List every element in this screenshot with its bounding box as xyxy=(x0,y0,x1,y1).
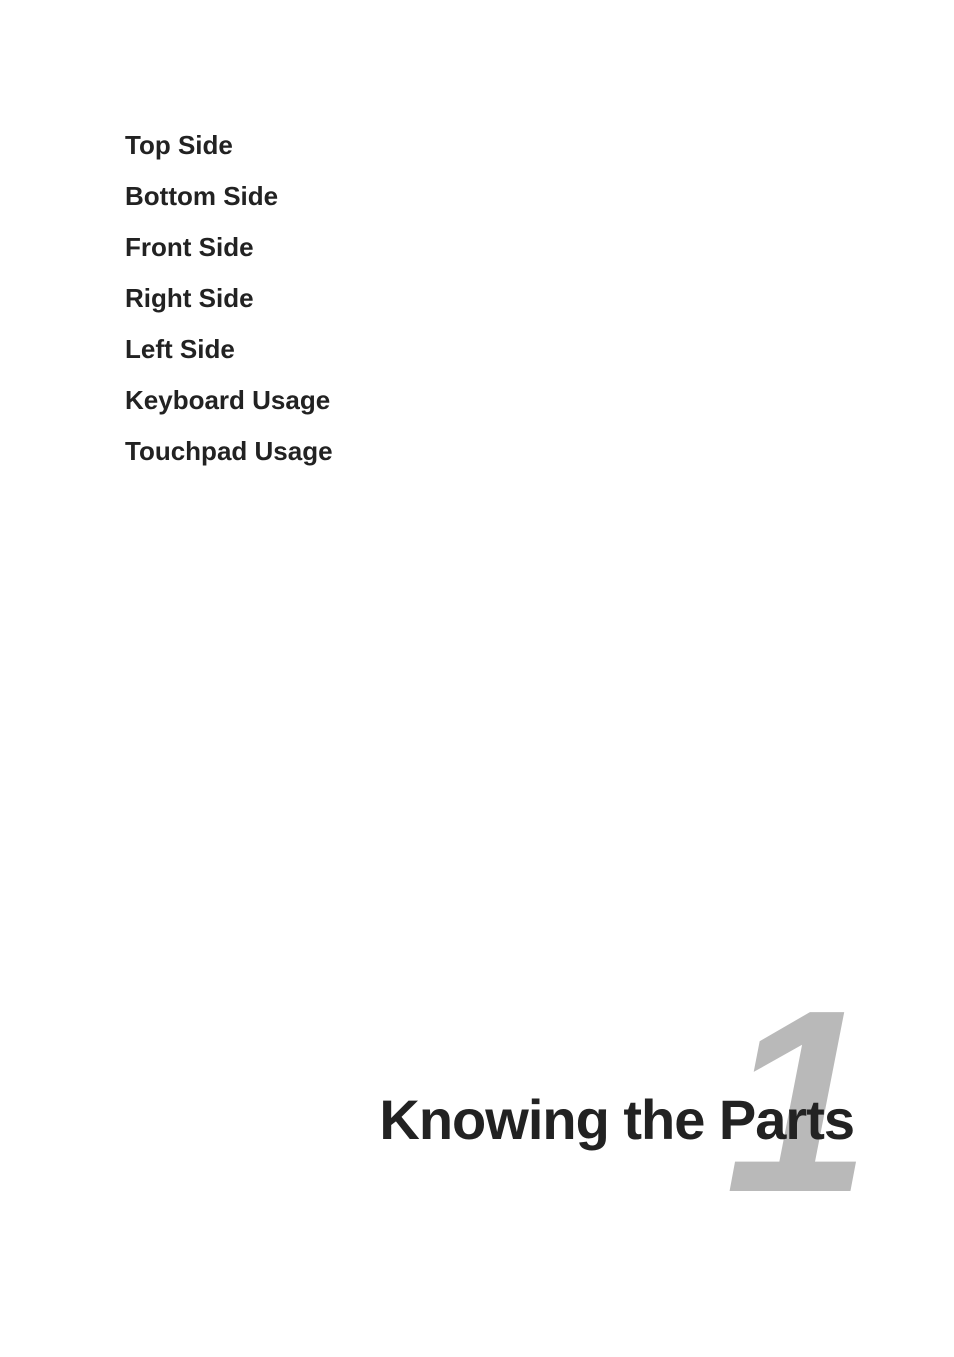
toc-item: Keyboard Usage xyxy=(125,385,854,416)
toc-item: Bottom Side xyxy=(125,181,854,212)
document-page: Top Side Bottom Side Front Side Right Si… xyxy=(0,0,954,1357)
table-of-contents: Top Side Bottom Side Front Side Right Si… xyxy=(125,130,854,467)
chapter-heading: 1 Knowing the Parts xyxy=(379,1087,854,1152)
toc-item: Touchpad Usage xyxy=(125,436,854,467)
toc-item: Right Side xyxy=(125,283,854,314)
toc-item: Left Side xyxy=(125,334,854,365)
toc-item: Top Side xyxy=(125,130,854,161)
chapter-title: Knowing the Parts xyxy=(379,1087,854,1152)
toc-item: Front Side xyxy=(125,232,854,263)
